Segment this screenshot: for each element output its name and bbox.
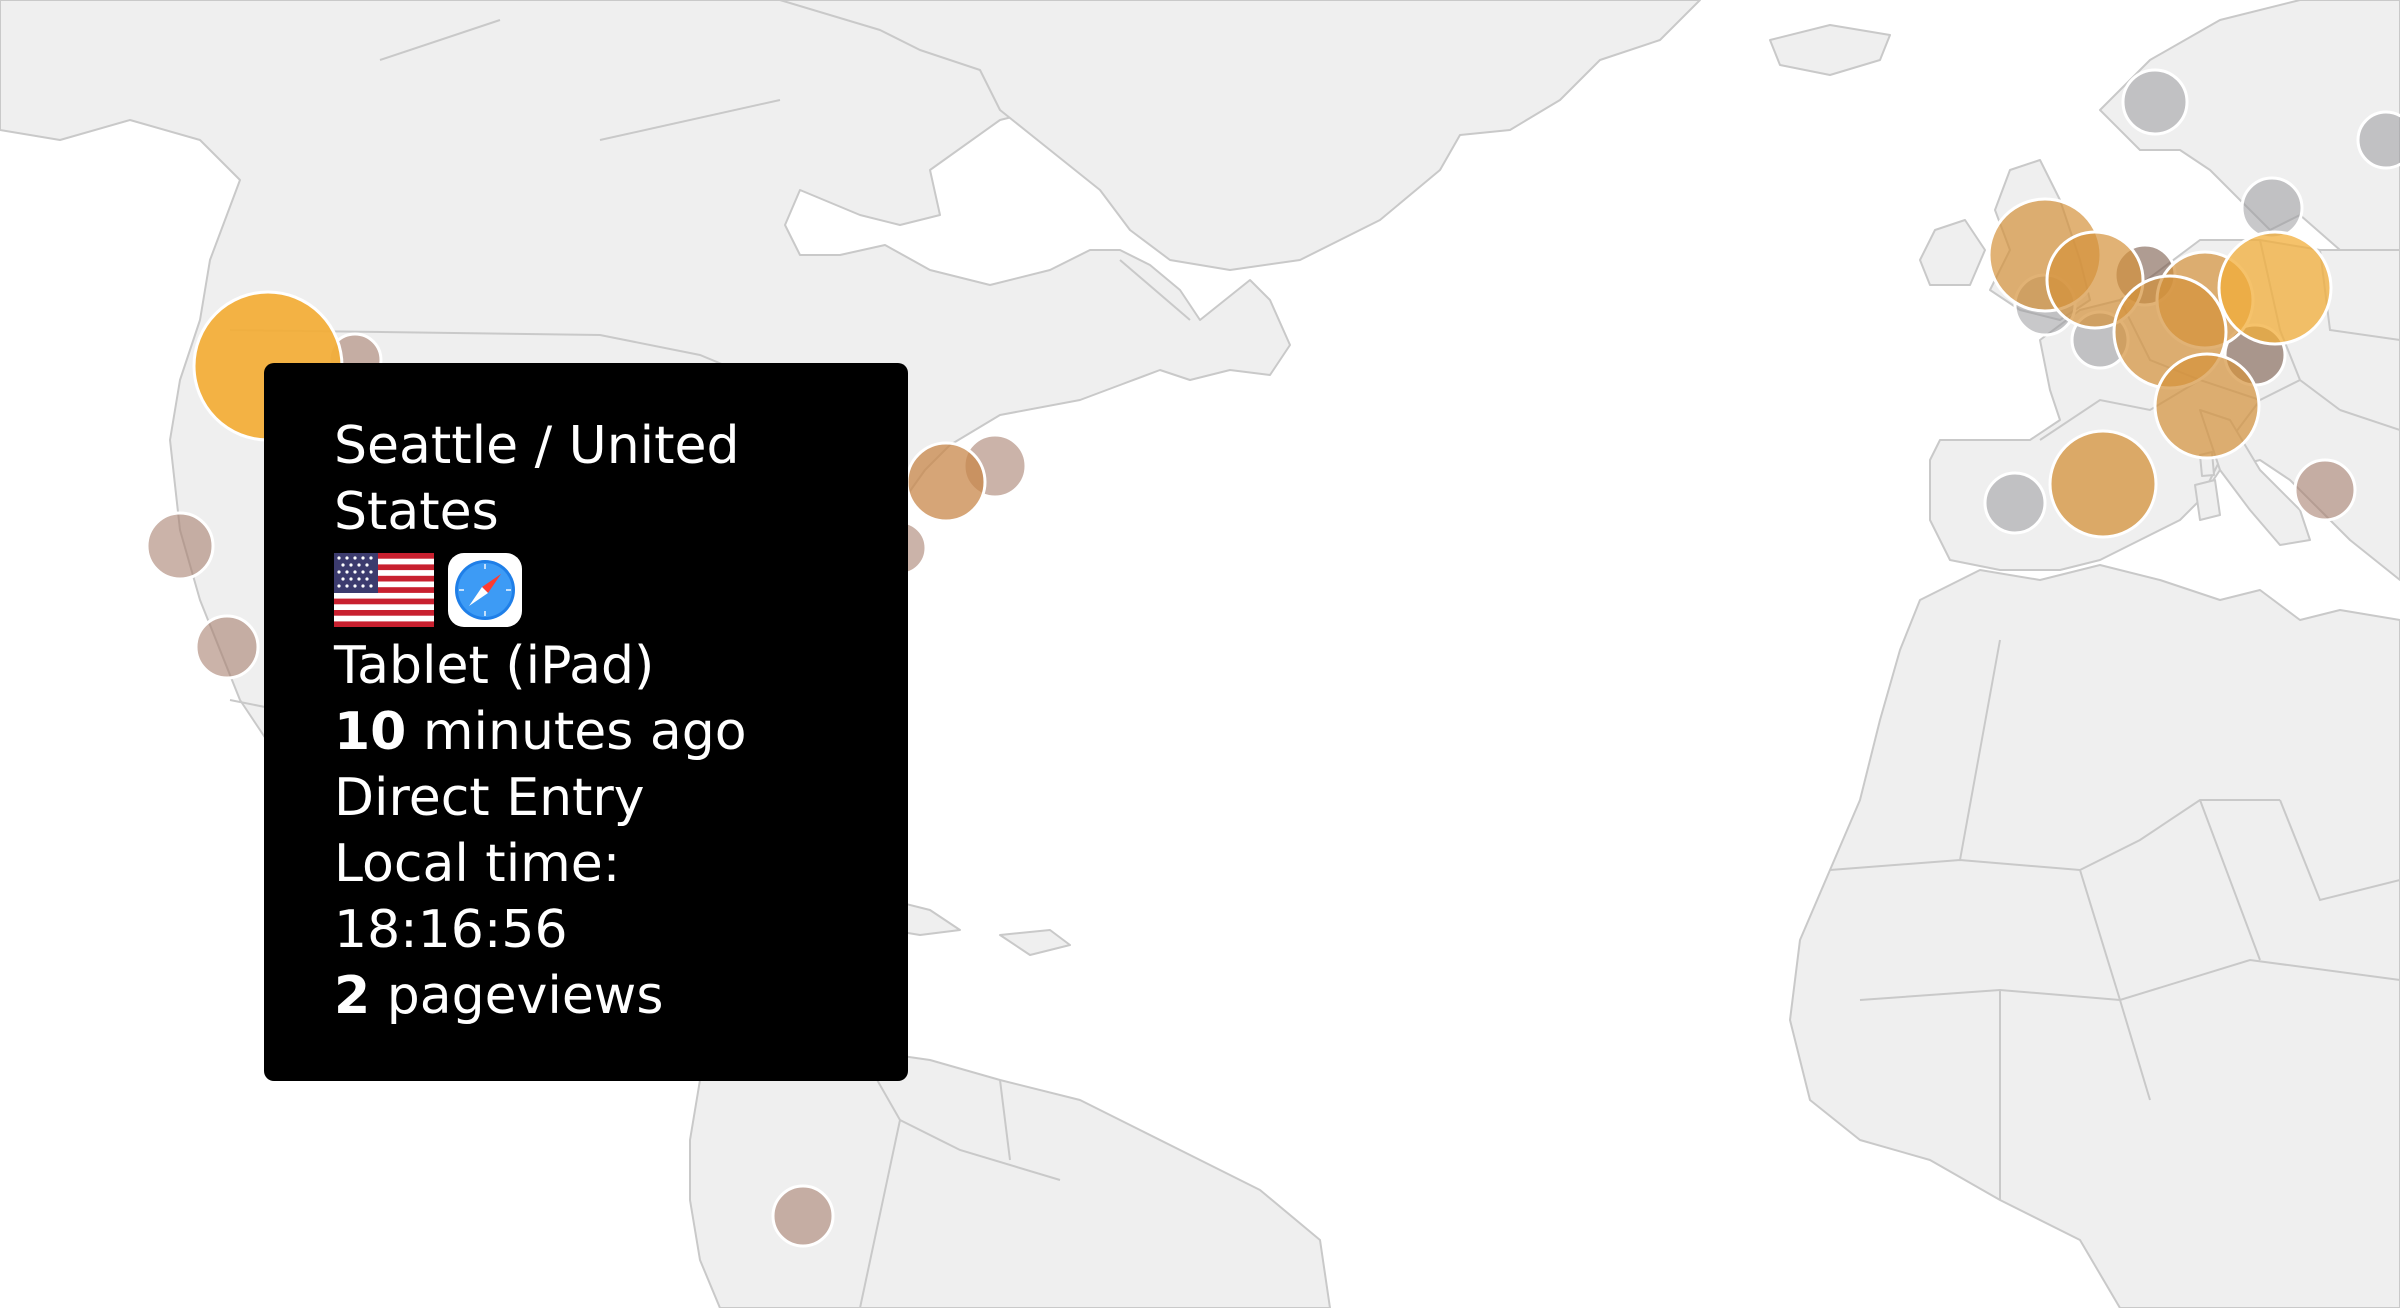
- hispaniola-island: [999, 929, 1071, 956]
- tooltip-local-time-label: Local time:: [334, 834, 621, 894]
- sardinia-island: [2194, 479, 2221, 521]
- visitor-marker[interactable]: [2121, 68, 2189, 136]
- visitor-marker[interactable]: [1983, 471, 2047, 535]
- safari-browser-icon: [448, 553, 522, 627]
- tooltip-device: Tablet (iPad): [334, 636, 655, 696]
- visitor-marker[interactable]: [771, 1184, 835, 1248]
- tooltip-pageviews: 2 pageviews: [334, 966, 664, 1026]
- africa-landmass: [1789, 564, 2400, 1308]
- visitor-tooltip: Seattle / United States: [264, 363, 908, 1081]
- canada-province-borders: [379, 19, 1191, 321]
- tooltip-location: Seattle / United States: [334, 416, 740, 542]
- ireland-island: [1919, 219, 1986, 286]
- visitor-marker[interactable]: [2045, 230, 2145, 330]
- tooltip-icons: [334, 551, 868, 629]
- visitor-marker[interactable]: [2048, 429, 2158, 539]
- visitor-marker[interactable]: [2240, 176, 2304, 240]
- greenland-landmass: [779, 0, 1701, 271]
- visitor-marker[interactable]: [145, 511, 215, 581]
- visitor-marker[interactable]: [2356, 110, 2400, 170]
- visitor-marker[interactable]: [2153, 352, 2261, 460]
- visitor-marker[interactable]: [194, 614, 260, 680]
- tooltip-referrer: Direct Entry: [334, 768, 645, 828]
- tooltip-time-ago: 10 minutes ago: [334, 702, 747, 762]
- visitor-marker[interactable]: [2217, 230, 2333, 346]
- africa-country-borders: [1829, 639, 2400, 1200]
- south-america-borders: [859, 1049, 1061, 1308]
- visitor-marker[interactable]: [905, 441, 987, 523]
- tooltip-local-time-value: 18:16:56: [334, 900, 568, 960]
- south-america-landmass: [689, 1049, 1331, 1308]
- iceland-island: [1769, 24, 1891, 76]
- scandinavia-landmass: [2099, 0, 2400, 261]
- visitor-marker[interactable]: [2293, 458, 2357, 522]
- united-states-flag-icon: [334, 553, 434, 627]
